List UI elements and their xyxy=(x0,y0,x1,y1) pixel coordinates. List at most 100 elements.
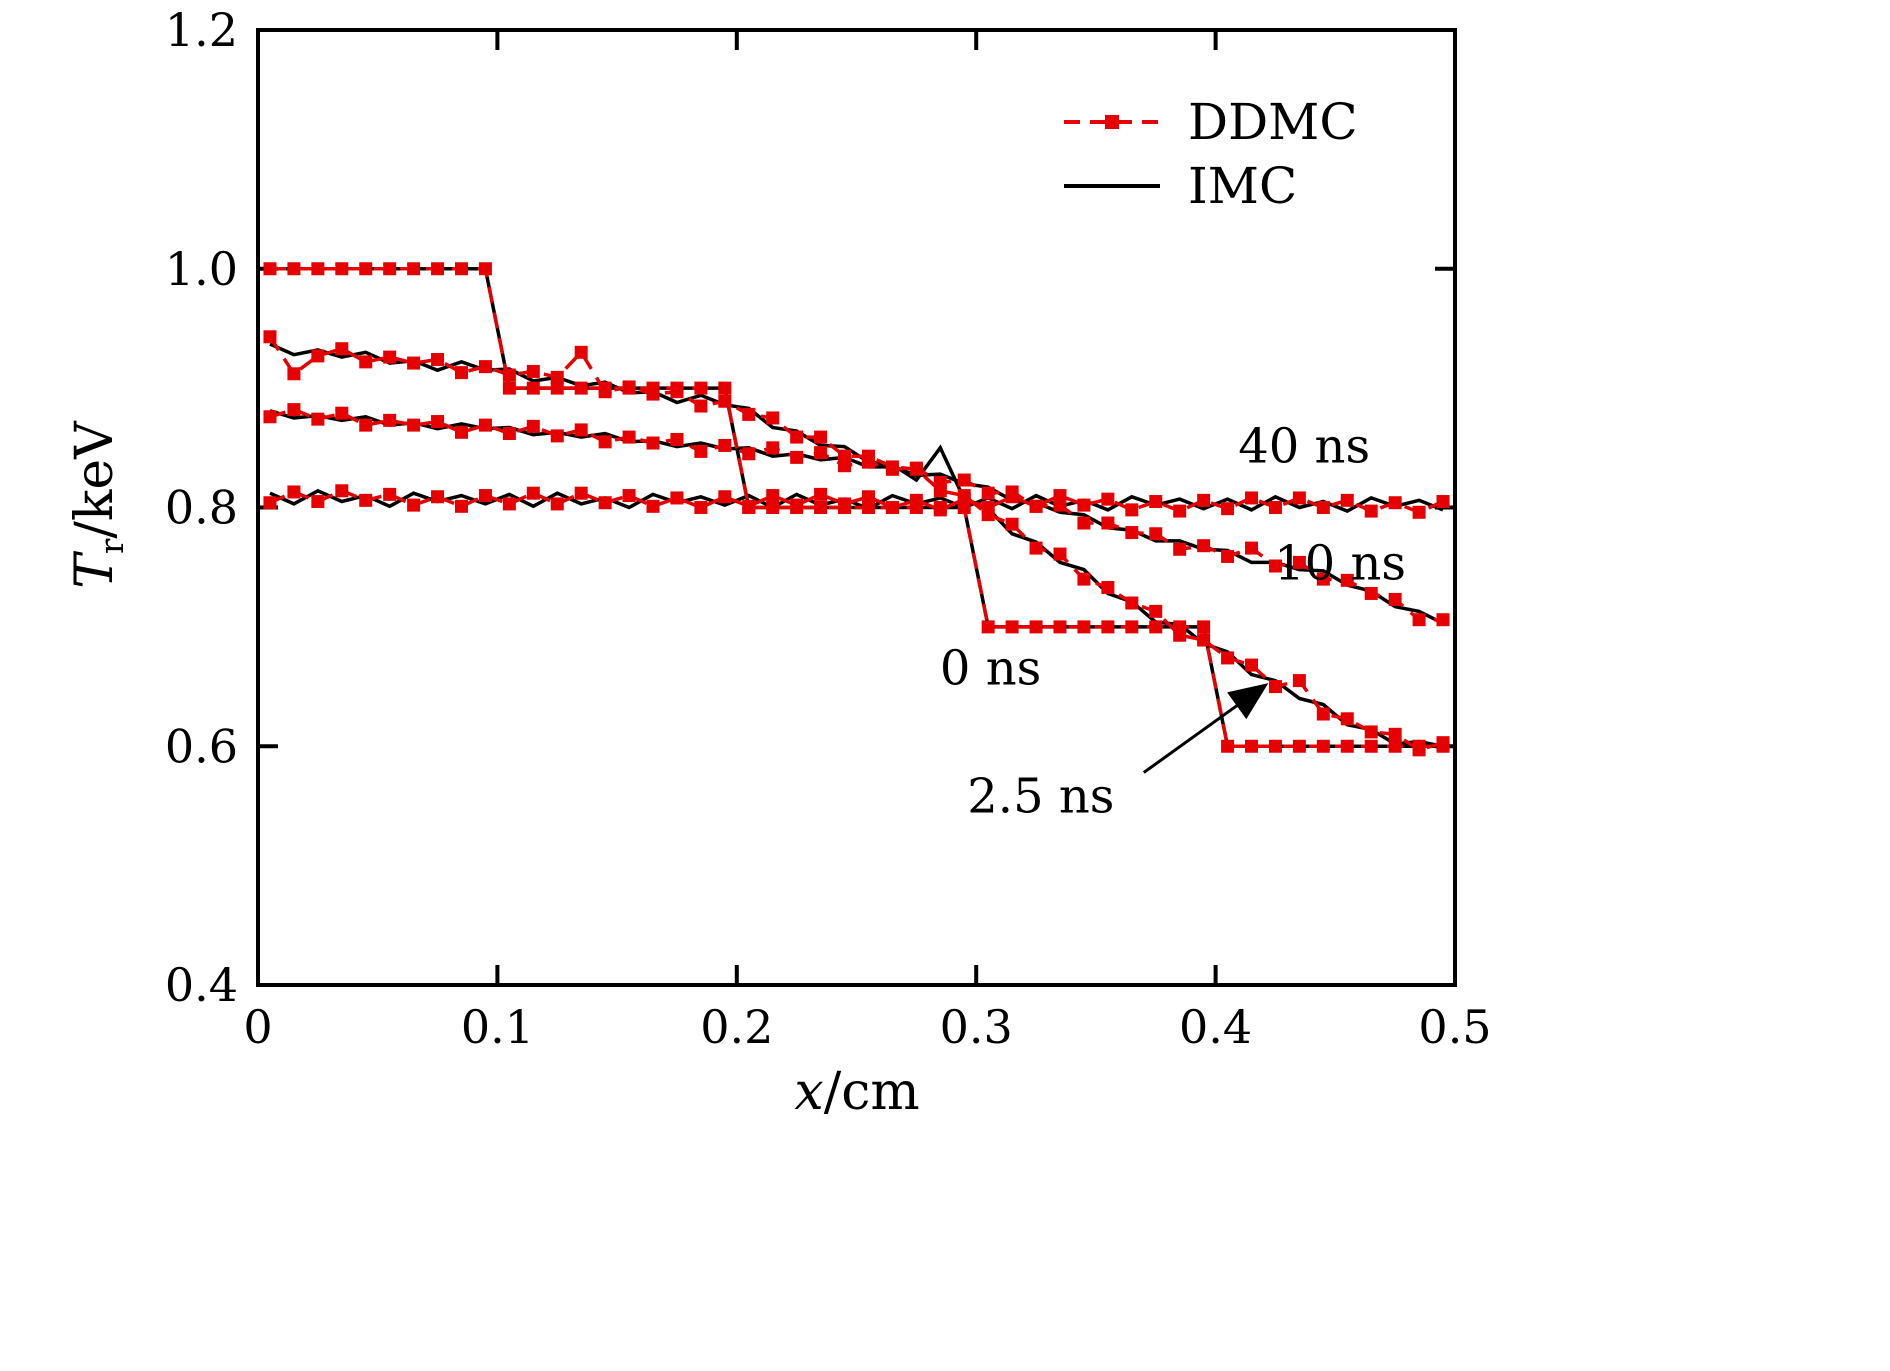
marker-ddmc-40-ns xyxy=(1077,498,1091,512)
annotation-40-ns: 40 ns xyxy=(1238,419,1370,475)
ddmc-dashed-line-sample xyxy=(1064,115,1160,129)
marker-ddmc-10-ns xyxy=(742,447,756,461)
legend-item-ddmc: DDMC xyxy=(1062,90,1358,154)
marker-ddmc-10-ns xyxy=(1316,572,1330,586)
marker-ddmc-40-ns xyxy=(383,487,397,501)
marker-ddmc-0-ns xyxy=(431,262,445,276)
marker-ddmc-40-ns xyxy=(742,499,756,513)
marker-ddmc-10-ns xyxy=(766,441,780,455)
marker-ddmc-2-5-ns xyxy=(311,349,325,363)
marker-ddmc-2-5-ns xyxy=(1197,633,1211,647)
marker-ddmc-40-ns xyxy=(957,492,971,506)
marker-ddmc-10-ns xyxy=(263,410,277,424)
marker-ddmc-0-ns xyxy=(1077,620,1091,634)
marker-ddmc-2-5-ns xyxy=(1173,628,1187,642)
marker-ddmc-2-5-ns xyxy=(1077,572,1091,586)
marker-ddmc-10-ns xyxy=(1292,555,1306,569)
series-line-ddmc-2-5-ns xyxy=(268,335,1444,752)
y-axis-label: Tr/keV xyxy=(65,421,131,588)
marker-ddmc-0-ns xyxy=(1005,620,1019,634)
marker-ddmc-40-ns xyxy=(1173,504,1187,518)
marker-ddmc-10-ns xyxy=(1412,613,1426,627)
marker-ddmc-40-ns xyxy=(1005,490,1019,504)
x-tick-label: 0.2 xyxy=(700,1000,773,1054)
marker-ddmc-2-5-ns xyxy=(694,399,708,413)
marker-ddmc-10-ns xyxy=(335,406,349,420)
marker-ddmc-2-5-ns xyxy=(1340,712,1354,726)
marker-ddmc-10-ns xyxy=(1197,539,1211,553)
marker-ddmc-0-ns xyxy=(311,262,325,276)
marker-ddmc-0-ns xyxy=(1029,620,1043,634)
marker-ddmc-0-ns xyxy=(1292,739,1306,753)
marker-ddmc-40-ns xyxy=(1316,501,1330,514)
marker-ddmc-40-ns xyxy=(1245,491,1259,505)
marker-ddmc-10-ns xyxy=(1388,592,1402,606)
x-axis-label: x/cm xyxy=(794,1062,919,1122)
marker-ddmc-0-ns xyxy=(1340,739,1354,753)
x-axis-label-unit: /cm xyxy=(823,1062,920,1122)
marker-ddmc-40-ns xyxy=(311,495,325,509)
marker-ddmc-2-5-ns xyxy=(766,411,780,425)
marker-ddmc-2-5-ns xyxy=(1101,580,1115,594)
marker-ddmc-40-ns xyxy=(694,501,708,514)
marker-ddmc-40-ns xyxy=(1340,493,1354,507)
marker-ddmc-40-ns xyxy=(1197,493,1211,507)
marker-ddmc-0-ns xyxy=(502,381,516,395)
marker-ddmc-10-ns xyxy=(287,403,301,417)
marker-ddmc-0-ns xyxy=(1388,739,1402,753)
marker-ddmc-10-ns xyxy=(646,436,660,450)
marker-ddmc-2-5-ns xyxy=(574,345,588,359)
marker-ddmc-10-ns xyxy=(957,473,971,487)
marker-ddmc-0-ns xyxy=(694,381,708,395)
marker-ddmc-2-5-ns xyxy=(1292,674,1306,688)
marker-ddmc-0-ns xyxy=(550,381,564,395)
marker-ddmc-10-ns xyxy=(981,486,995,500)
marker-ddmc-40-ns xyxy=(1364,504,1378,518)
marker-ddmc-40-ns xyxy=(1436,495,1450,509)
legend-label-imc: IMC xyxy=(1188,157,1298,215)
marker-ddmc-0-ns xyxy=(861,501,875,514)
marker-ddmc-2-5-ns xyxy=(550,370,564,384)
marker-ddmc-10-ns xyxy=(311,412,325,426)
marker-ddmc-40-ns xyxy=(335,484,349,498)
marker-ddmc-0-ns xyxy=(1197,620,1211,634)
y-tick-label: 0.8 xyxy=(165,481,238,535)
marker-ddmc-40-ns xyxy=(670,491,684,505)
annotation-0-ns: 0 ns xyxy=(940,641,1041,697)
marker-ddmc-40-ns xyxy=(359,493,373,507)
marker-ddmc-10-ns xyxy=(1245,541,1259,555)
marker-ddmc-2-5-ns xyxy=(718,394,732,408)
marker-ddmc-2-5-ns xyxy=(598,385,612,399)
marker-ddmc-0-ns xyxy=(1245,739,1259,753)
marker-ddmc-40-ns xyxy=(622,489,636,503)
y-tick-label: 1.0 xyxy=(165,242,238,296)
marker-ddmc-2-5-ns xyxy=(407,356,421,370)
marker-ddmc-0-ns xyxy=(407,262,421,276)
marker-ddmc-40-ns xyxy=(718,490,732,504)
marker-ddmc-10-ns xyxy=(1340,573,1354,587)
marker-ddmc-2-5-ns xyxy=(1412,743,1426,757)
marker-ddmc-0-ns xyxy=(1149,620,1163,634)
marker-ddmc-2-5-ns xyxy=(526,364,540,378)
marker-ddmc-2-5-ns xyxy=(1053,547,1067,561)
marker-ddmc-2-5-ns xyxy=(1268,680,1282,694)
x-tick-label: 0.4 xyxy=(1179,1000,1252,1054)
marker-ddmc-2-5-ns xyxy=(1005,517,1019,531)
legend: DDMC IMC xyxy=(1062,90,1358,218)
series-line-imc-10-ns xyxy=(269,409,1444,625)
marker-ddmc-40-ns xyxy=(1053,489,1067,503)
marker-ddmc-2-5-ns xyxy=(1364,725,1378,739)
marker-ddmc-10-ns xyxy=(550,429,564,443)
x-tick-label: 0.3 xyxy=(940,1000,1013,1054)
marker-ddmc-10-ns xyxy=(407,418,421,432)
marker-ddmc-40-ns xyxy=(1292,491,1306,505)
marker-ddmc-40-ns xyxy=(526,486,540,500)
x-axis-label-variable: x xyxy=(794,1062,824,1122)
marker-ddmc-10-ns xyxy=(885,462,899,476)
marker-ddmc-10-ns xyxy=(1364,586,1378,600)
marker-ddmc-0-ns xyxy=(359,262,373,276)
y-tick-label: 0.4 xyxy=(165,958,238,1012)
marker-ddmc-0-ns xyxy=(1125,620,1139,634)
marker-ddmc-0-ns xyxy=(814,501,828,514)
marker-ddmc-10-ns xyxy=(359,418,373,432)
